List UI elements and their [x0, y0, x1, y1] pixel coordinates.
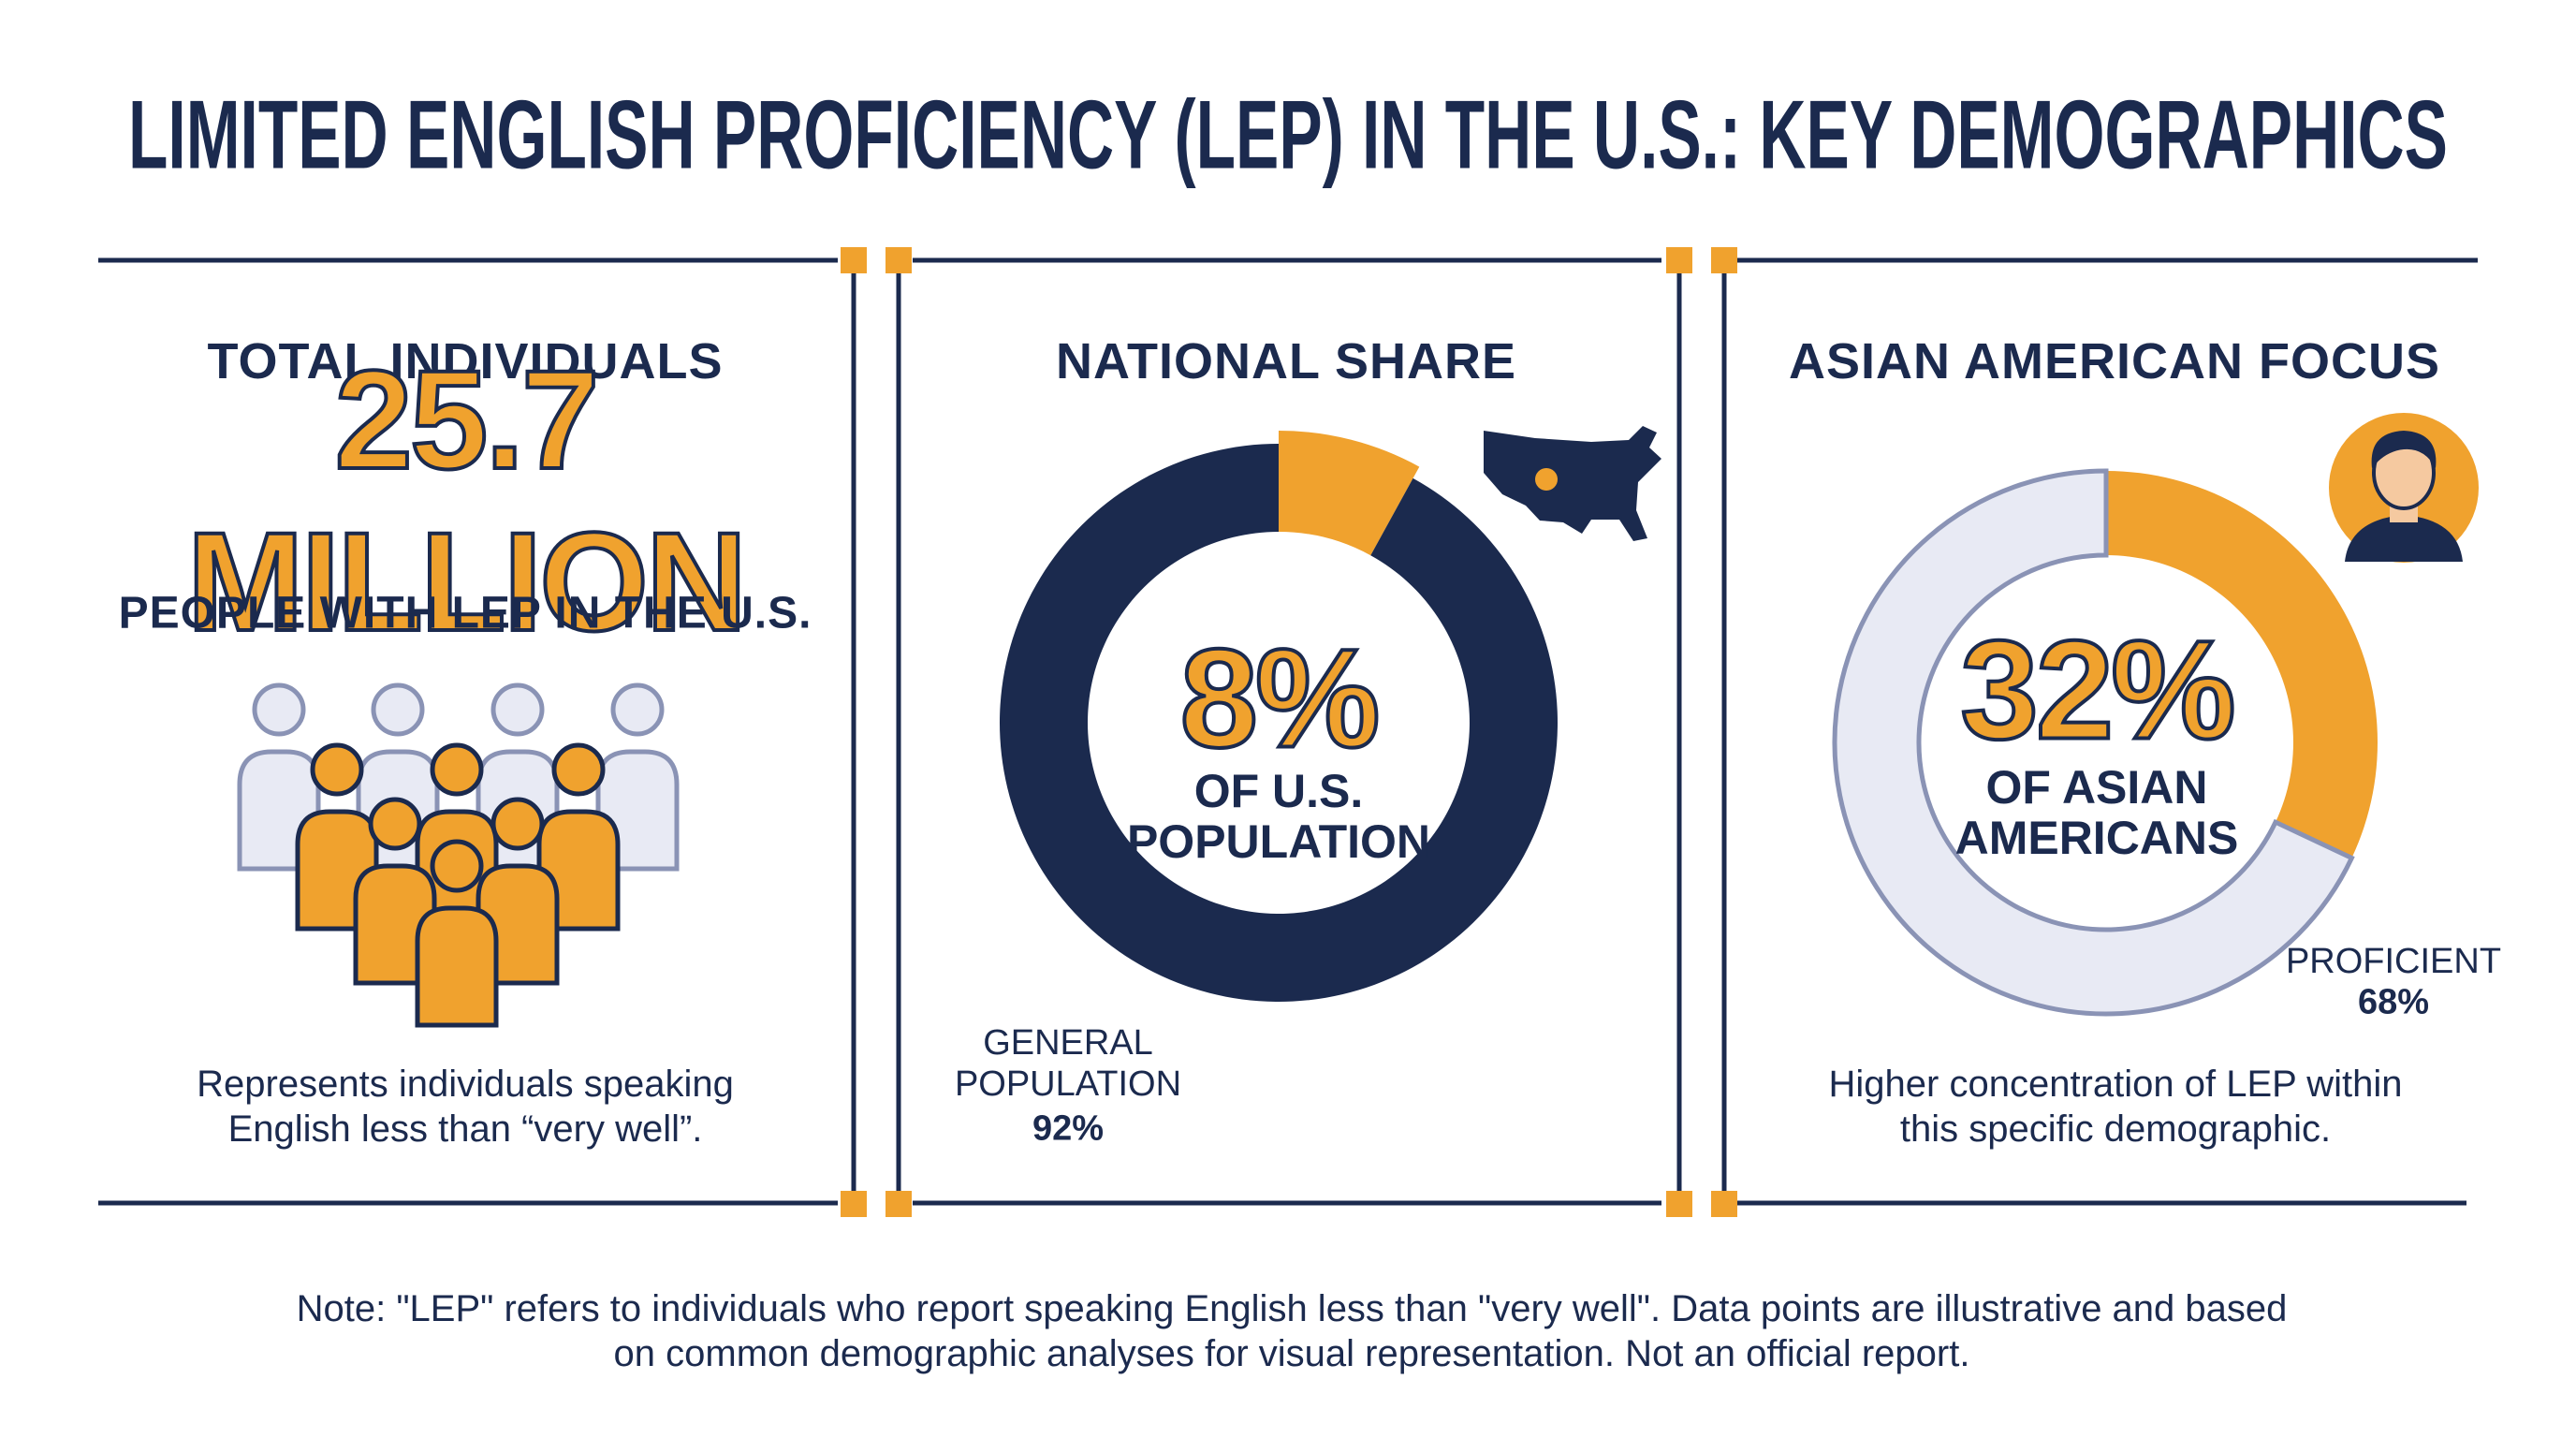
- donut-segment: [1000, 444, 1558, 1003]
- panel-heading: TOTAL INDIVIDUALS: [207, 333, 724, 389]
- person-head: [551, 742, 606, 797]
- people-icon: [237, 682, 680, 1028]
- panel-subheading: PEOPLE WITH LEP IN THE U.S.: [118, 588, 812, 638]
- chart-title: ASIAN AMERICAN FOCUS: [1788, 333, 2440, 389]
- frame-squares: [841, 247, 1737, 1217]
- person-head: [371, 682, 425, 737]
- segment-value: 92%: [1032, 1108, 1105, 1149]
- donut-segment: [1832, 468, 2355, 1017]
- person-head: [430, 742, 484, 797]
- person-head: [252, 682, 306, 737]
- footnote: Note: "LEP" refers to individuals who re…: [296, 1288, 2288, 1374]
- person-head: [430, 839, 484, 893]
- donut-segment: [2106, 471, 2378, 858]
- person-body: [353, 863, 437, 986]
- segment-label: PROFICIENT: [2285, 942, 2502, 981]
- person-head: [310, 742, 364, 797]
- center-value: 32%: [1958, 609, 2237, 770]
- avatar-icon: [2329, 413, 2479, 563]
- center-label: OF ASIAN AMERICANS: [1954, 761, 2239, 864]
- chart-caption: Higher concentration of LEP within this …: [1828, 1064, 2403, 1150]
- donut-segment: [1279, 431, 1420, 556]
- segment-label: GENERAL POPULATION: [954, 1023, 1182, 1104]
- us-map-icon: [1484, 426, 1661, 541]
- person-head: [490, 797, 545, 851]
- center-value: 8%: [1178, 618, 1383, 779]
- frame: [98, 257, 2478, 1206]
- chart-title: NATIONAL SHARE: [1055, 333, 1516, 389]
- center-label: OF U.S. POPULATION: [1126, 765, 1431, 868]
- person-head: [368, 797, 422, 851]
- big-value: 25.7 MILLION: [185, 339, 750, 662]
- person-head: [490, 682, 545, 737]
- person-head: [610, 682, 665, 737]
- segment-value: 68%: [2357, 982, 2430, 1022]
- panel-caption: Represents individuals speaking English …: [197, 1064, 734, 1150]
- page-title: LIMITED ENGLISH PROFICIENCY (LEP) IN THE…: [128, 81, 2448, 189]
- person-body: [415, 905, 499, 1028]
